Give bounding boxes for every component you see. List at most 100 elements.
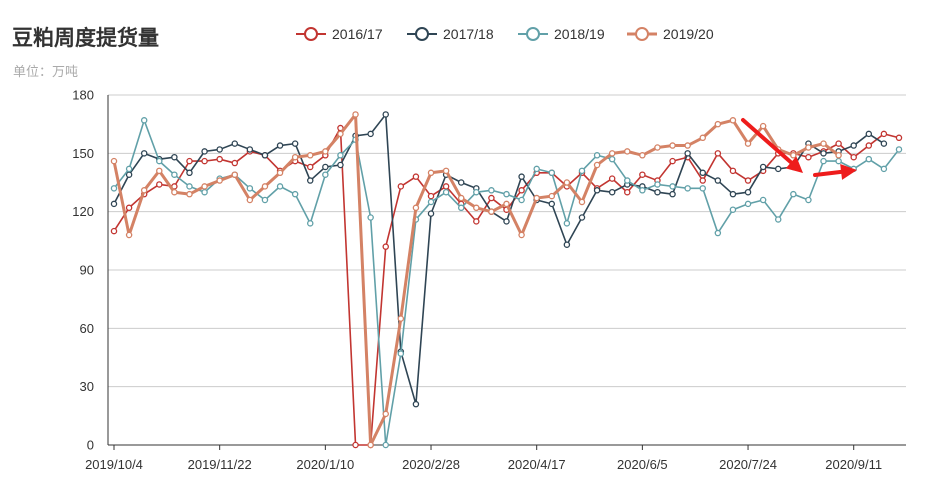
- legend-item-2017-18[interactable]: 2017/18: [407, 24, 494, 44]
- legend-item-2019-20[interactable]: 2019/20: [627, 24, 714, 44]
- data-point-2019-20: [790, 152, 797, 159]
- data-point-2016-17: [186, 157, 193, 165]
- data-point-2019-20: [714, 120, 722, 128]
- data-point-2018-19: [337, 152, 344, 159]
- data-point-2019-20: [140, 187, 148, 194]
- data-point-2018-19: [201, 188, 208, 196]
- data-point-2017-18: [654, 188, 661, 196]
- data-point-2017-18: [276, 142, 284, 149]
- arrow-head: [840, 163, 857, 180]
- data-point-2017-18: [729, 190, 737, 198]
- data-point-2017-18: [125, 171, 133, 178]
- data-point-2018-19: [714, 229, 722, 237]
- data-point-2017-18: [201, 148, 208, 155]
- data-point-2018-19: [322, 171, 329, 178]
- y-tick-label: 30: [80, 379, 94, 394]
- data-point-2017-18: [140, 150, 148, 157]
- y-tick-label: 180: [72, 88, 94, 103]
- data-point-2019-20: [261, 183, 269, 190]
- y-tick-label: 120: [72, 204, 94, 219]
- data-point-2019-20: [246, 196, 254, 204]
- data-point-2017-18: [578, 214, 586, 221]
- data-point-2018-19: [110, 185, 118, 192]
- annotation-arrow-right: [813, 163, 857, 180]
- y-tick-label: 150: [72, 146, 94, 161]
- data-point-2017-18: [306, 177, 314, 184]
- data-point-2019-20: [367, 441, 374, 449]
- x-tick-label: 2020/1/10: [296, 457, 354, 472]
- data-point-2016-17: [306, 163, 314, 171]
- data-point-2019-20: [412, 204, 420, 212]
- data-point-2017-18: [412, 400, 420, 408]
- data-point-2018-19: [306, 220, 314, 227]
- data-point-2018-19: [457, 204, 465, 212]
- data-point-2019-20: [171, 188, 178, 196]
- data-point-2018-19: [473, 188, 480, 196]
- data-point-2018-19: [654, 181, 661, 188]
- data-point-2018-19: [140, 117, 148, 124]
- data-point-2017-18: [820, 150, 827, 157]
- data-point-2019-20: [548, 192, 556, 200]
- data-point-2017-18: [880, 140, 888, 147]
- data-point-2018-19: [835, 157, 842, 165]
- data-point-2018-19: [865, 155, 873, 163]
- data-point-2019-20: [503, 200, 510, 208]
- legend-item-2018-19[interactable]: 2018/19: [518, 24, 605, 44]
- data-point-2018-19: [563, 220, 571, 227]
- data-point-2016-17: [125, 204, 133, 212]
- data-point-2017-18: [322, 163, 329, 171]
- data-point-2016-17: [639, 171, 646, 178]
- data-point-2016-17: [397, 183, 405, 190]
- data-point-2017-18: [231, 140, 239, 147]
- data-point-2017-18: [457, 179, 465, 186]
- data-point-2019-20: [518, 231, 525, 239]
- data-point-2018-19: [427, 198, 435, 206]
- data-point-2019-20: [457, 194, 465, 202]
- data-point-2019-20: [125, 231, 133, 239]
- data-point-2018-19: [548, 169, 556, 177]
- data-point-2016-17: [714, 150, 722, 157]
- data-point-2016-17: [669, 157, 676, 165]
- data-point-2016-17: [216, 155, 223, 163]
- data-point-2016-17: [352, 441, 359, 449]
- data-point-2017-18: [261, 152, 269, 159]
- data-point-2019-20: [216, 177, 223, 184]
- data-point-2016-17: [729, 167, 737, 175]
- data-point-2016-17: [427, 192, 435, 200]
- data-point-2018-19: [669, 183, 676, 190]
- data-point-2019-20: [684, 142, 691, 149]
- data-point-2018-19: [367, 214, 374, 221]
- data-point-2018-19: [442, 188, 450, 196]
- legend-label-2019-20: 2019/20: [663, 26, 714, 42]
- data-point-2019-20: [156, 167, 163, 175]
- data-point-2017-18: [593, 187, 601, 194]
- data-point-2017-18: [699, 169, 707, 177]
- data-point-2018-19: [744, 200, 752, 208]
- data-point-2016-17: [442, 183, 450, 190]
- data-point-2017-18: [171, 153, 178, 161]
- data-point-2018-19: [503, 190, 510, 198]
- data-point-2018-19: [805, 196, 812, 204]
- data-point-2016-17: [156, 181, 163, 188]
- data-point-2016-17: [201, 157, 208, 165]
- data-point-2018-19: [759, 196, 767, 204]
- data-point-2018-19: [593, 152, 601, 159]
- legend-label-2016-17: 2016/17: [332, 26, 383, 42]
- data-point-2018-19: [639, 187, 646, 194]
- data-point-2018-19: [291, 190, 299, 198]
- data-point-2018-19: [382, 441, 389, 449]
- data-point-2016-17: [835, 140, 842, 147]
- data-point-2016-17: [608, 175, 616, 182]
- data-point-2019-20: [337, 130, 344, 138]
- legend-item-2016-17[interactable]: 2016/17: [296, 24, 383, 44]
- data-point-2016-17: [382, 243, 389, 250]
- data-point-2017-18: [548, 200, 556, 208]
- data-point-2019-20: [322, 148, 329, 155]
- data-point-2016-17: [231, 159, 239, 167]
- data-point-2017-18: [246, 146, 254, 153]
- data-point-2016-17: [805, 153, 812, 161]
- arrow-head: [785, 156, 803, 173]
- data-point-2018-19: [488, 187, 495, 194]
- arrow-shaft: [741, 118, 794, 165]
